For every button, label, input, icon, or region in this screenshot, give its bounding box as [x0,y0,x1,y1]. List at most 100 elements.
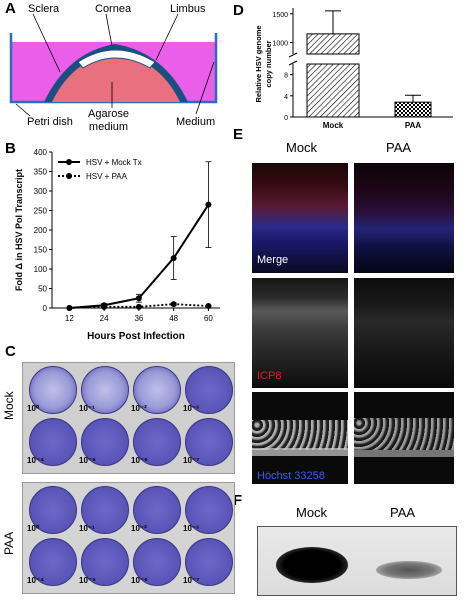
label-cornea: Cornea [95,3,132,15]
legend-marker [66,159,72,165]
mock-dilution-label: 10⁻³ [183,404,199,413]
mock-dilution-label: 10⁻⁴ [27,456,45,465]
y-tick-label: 250 [34,207,48,216]
data-point [170,255,177,262]
x-axis-label: Hours Post Infection [87,331,185,340]
mock-dilution-label: 10⁰ [27,404,40,413]
paa-well [185,486,233,534]
paa-well [29,486,77,534]
label-limbus: Limbus [170,3,206,15]
paa-dilution-label: 10⁻¹ [79,524,95,533]
merge-mock-image [252,163,348,273]
mock-dilution-label: 10⁻¹ [79,404,95,413]
data-point [205,303,212,310]
panel-a-schematic [9,13,218,117]
axis-break [288,52,298,58]
legend-marker [66,173,72,179]
paa-well [133,538,181,586]
bar-mock-bottom [306,63,360,118]
mock-well [29,418,77,466]
panel-d-chart: 1000 1500 0 4 8 Relative HSV genome copy numbe… [254,8,453,130]
category-label: PAA [405,121,422,130]
panel-label-e: E [233,126,244,143]
label-petri-dish: Petri dish [27,116,73,128]
paa-well [133,486,181,534]
label-merge: Merge [257,254,289,266]
paa-well [29,538,77,586]
blot-membrane [257,526,457,596]
hoechst-paa-image [354,392,454,484]
f-label-mock: Mock [296,505,328,520]
axis-break [288,60,298,66]
y-tick-label: 400 [34,148,48,157]
mock-dilution-label: 10⁻⁷ [183,456,200,465]
paa-dilution-label: 10⁻⁵ [79,576,96,585]
y-tick-label: 200 [34,226,48,235]
y-tick-label: 300 [34,187,48,196]
blot-band-paa [376,561,442,579]
y-tick-label: 1000 [272,41,288,48]
label-sclera: Sclera [28,3,60,15]
y-tick-label: 150 [34,246,48,255]
y-tick-label: 8 [284,73,288,80]
mock-well [133,366,181,414]
hoechst-mock-image [252,392,348,484]
mock-well [185,418,233,466]
icp8-paa-image [354,278,454,388]
data-point [135,303,142,310]
y-tick-label: 50 [38,285,47,294]
paa-well [81,538,129,586]
mock-well [185,366,233,414]
mock-dilution-label: 10⁻² [131,404,147,413]
label-hoechst: Höchst 33258 [257,470,325,482]
x-tick-label: 48 [169,314,178,323]
data-point [135,295,142,302]
y-axis-label: Relative HSV genome [254,25,263,102]
mock-well [81,418,129,466]
mock-well [133,418,181,466]
y-axis-label: copy number [264,40,273,87]
panel-label-a: A [5,0,16,17]
paa-dilution-label: 10⁻² [131,524,147,533]
paa-dilution-label: 10⁻³ [183,524,199,533]
mock-well [81,366,129,414]
panel-label-f: F [233,492,243,509]
x-tick-label: 12 [65,314,74,323]
mock-dilution-label: 10⁻⁶ [131,456,148,465]
paa-dilution-label: 10⁻⁴ [27,576,45,585]
x-tick-label: 60 [204,314,213,323]
sclera-ring [44,44,188,102]
icp8-mock-image [252,278,348,388]
y-tick-label: 4 [284,94,288,101]
data-point [66,305,73,311]
data-point [205,201,212,208]
paa-dilution-label: 10⁰ [27,524,40,533]
label-agarose: Agarose medium [88,108,129,133]
paa-well [185,538,233,586]
y-tick-label: 1500 [272,12,288,19]
label-icp8: ICP8 [257,370,282,382]
data-point [170,301,177,308]
category-label: Mock [323,121,344,130]
mock-well [29,366,77,414]
blot-band-mock [276,547,348,583]
e-col-mock: Mock [286,140,318,155]
x-tick-label: 36 [134,314,143,323]
mock-dilution-label: 10⁻⁵ [79,456,96,465]
e-col-paa: PAA [386,140,412,155]
y-tick-label: 100 [34,265,48,274]
series-line-0 [69,204,210,309]
panel-label-b: B [5,140,16,157]
mock-row-label: Mock [2,391,16,420]
panel-label-c: C [5,343,16,360]
f-label-paa: PAA [390,505,416,520]
y-axis-label: Fold Δ in HSV Pol Transcript [14,169,24,291]
legend-label: HSV + Mock Tx [86,158,142,167]
bar-paa [394,101,432,118]
cornea [77,49,156,69]
label-medium: Medium [176,116,216,128]
legend-label: HSV + PAA [86,172,128,181]
paa-dilution-label: 10⁻⁷ [183,576,200,585]
merge-paa-image [354,163,454,273]
x-tick-label: 24 [100,314,109,323]
